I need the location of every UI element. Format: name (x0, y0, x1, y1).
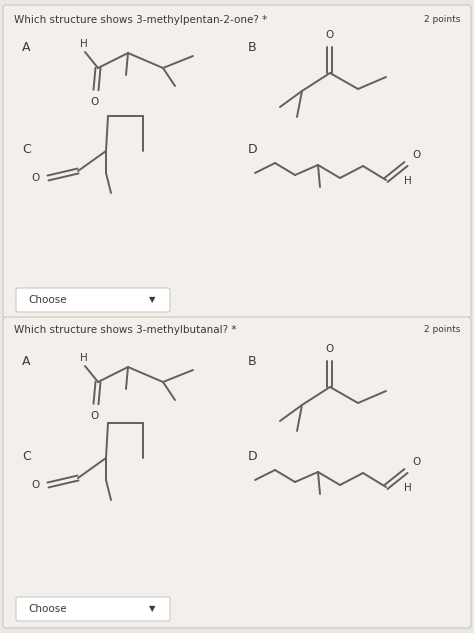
Text: O: O (412, 150, 420, 160)
FancyBboxPatch shape (3, 5, 471, 318)
Text: C: C (22, 450, 31, 463)
Text: C: C (22, 143, 31, 156)
Text: O: O (91, 97, 99, 107)
Text: H: H (404, 483, 412, 493)
Text: B: B (248, 41, 256, 54)
Text: D: D (248, 143, 258, 156)
Text: H: H (80, 353, 88, 363)
Text: O: O (32, 480, 40, 490)
Text: O: O (32, 173, 40, 183)
Text: A: A (22, 41, 30, 54)
Text: A: A (22, 355, 30, 368)
FancyBboxPatch shape (3, 317, 471, 628)
Text: O: O (412, 457, 420, 467)
Text: 2 points: 2 points (424, 15, 460, 24)
Text: Choose: Choose (28, 295, 67, 305)
Text: Choose: Choose (28, 604, 67, 614)
Text: Which structure shows 3-methylbutanal? *: Which structure shows 3-methylbutanal? * (14, 325, 237, 335)
FancyBboxPatch shape (16, 597, 170, 621)
Text: 2 points: 2 points (424, 325, 460, 334)
Text: B: B (248, 355, 256, 368)
Text: O: O (326, 30, 334, 40)
Text: Which structure shows 3-methylpentan-2-one? *: Which structure shows 3-methylpentan-2-o… (14, 15, 267, 25)
Text: O: O (326, 344, 334, 354)
Text: D: D (248, 450, 258, 463)
Text: O: O (91, 411, 99, 421)
Text: ▼: ▼ (148, 605, 155, 613)
Text: H: H (404, 176, 412, 186)
FancyBboxPatch shape (16, 288, 170, 312)
Text: H: H (80, 39, 88, 49)
Text: ▼: ▼ (148, 296, 155, 304)
